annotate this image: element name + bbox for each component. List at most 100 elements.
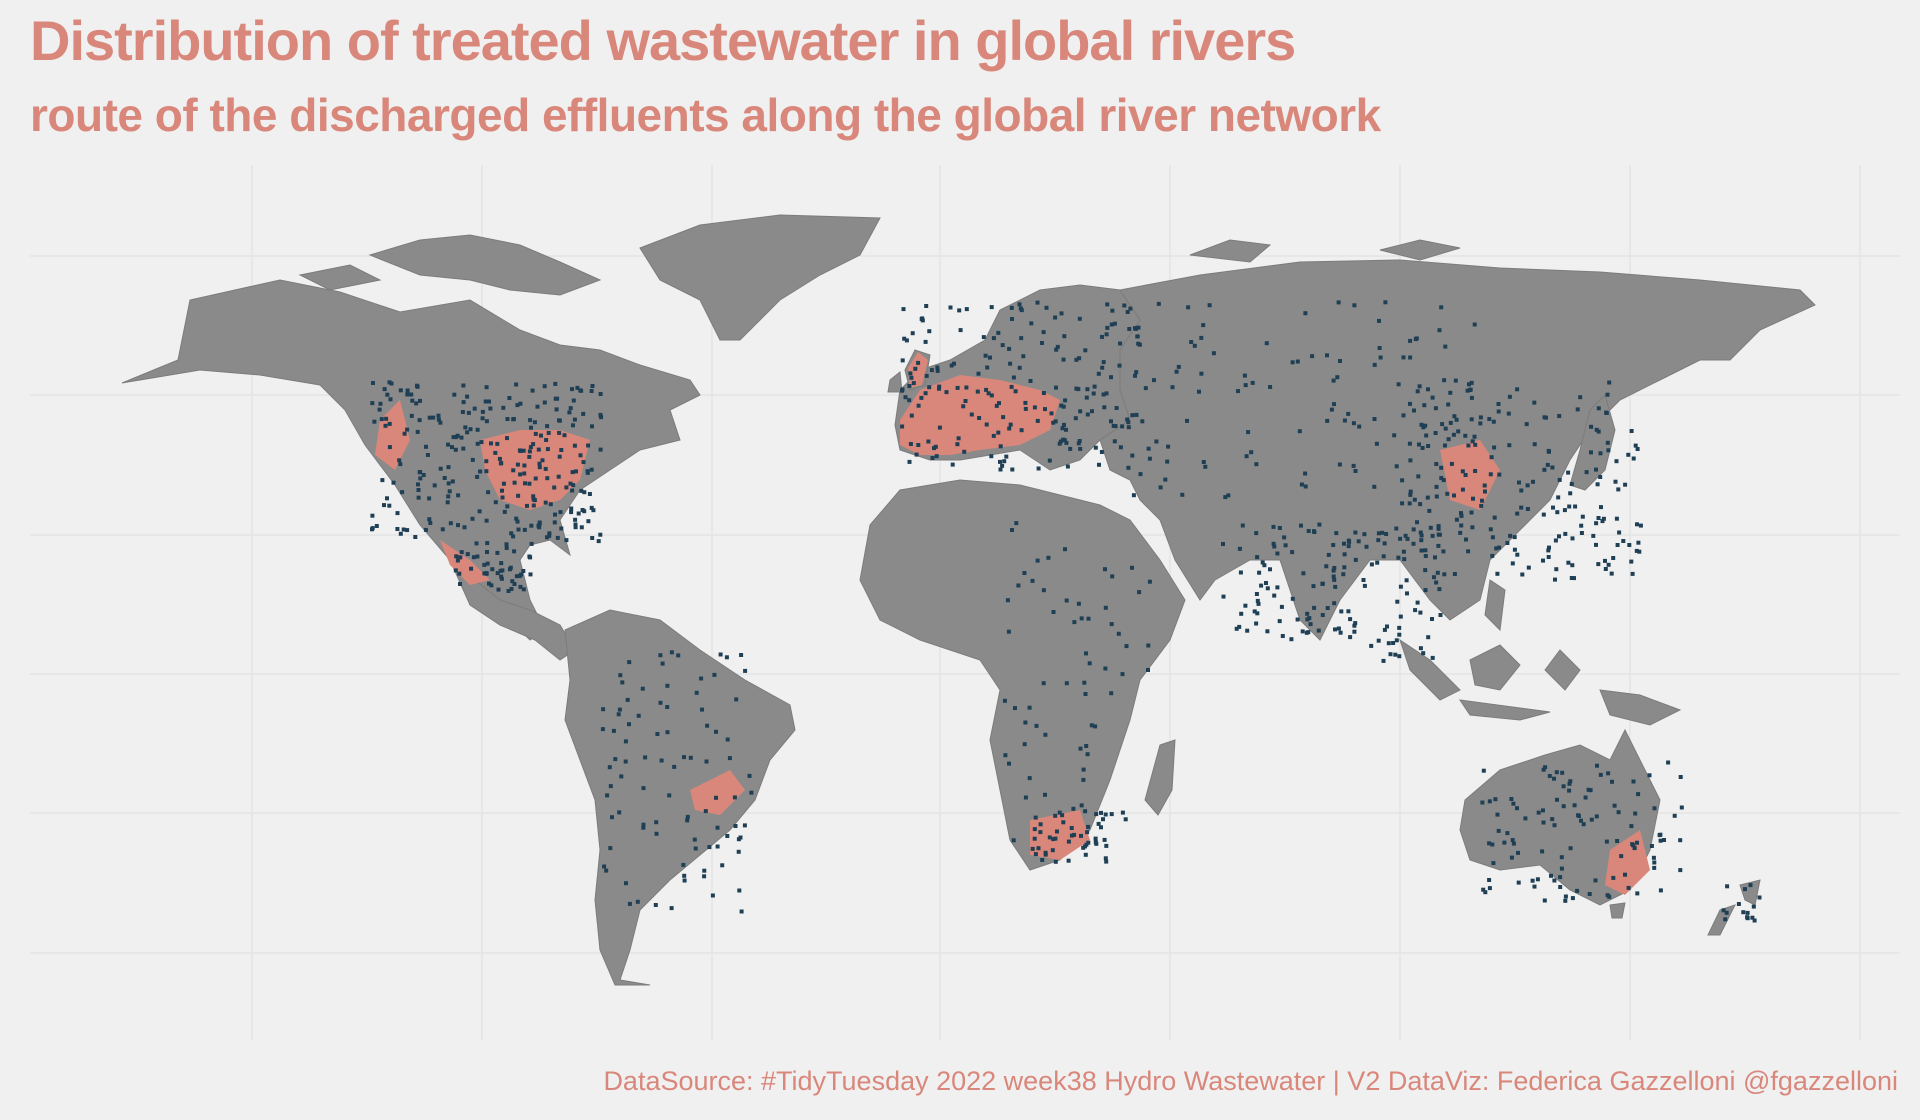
treatment-plant-marker [1332,601,1337,606]
treatment-plant-marker [1433,431,1438,435]
treatment-plant-marker [916,360,921,365]
treatment-plant-marker [699,676,704,681]
treatment-plant-marker [1043,407,1047,412]
treatment-plant-marker [519,572,523,577]
treatment-plant-marker [1237,624,1242,629]
treatment-plant-marker [1606,562,1611,567]
treatment-plant-marker [1469,510,1474,515]
treatment-plant-marker [1041,588,1046,593]
treatment-plant-marker [1262,563,1267,568]
treatment-plant-marker [1250,380,1255,385]
treatment-plant-marker [1425,495,1430,500]
treatment-plant-marker [1223,495,1228,500]
treatment-plant-marker [1135,334,1140,339]
treatment-plant-marker [537,461,542,466]
treatment-plant-marker [1112,321,1117,326]
treatment-plant-marker [512,480,517,485]
treatment-plant-marker [964,385,969,390]
treatment-plant-marker [555,396,560,401]
treatment-plant-marker [553,381,558,386]
treatment-plant-marker [1134,412,1139,417]
treatment-plant-marker [571,423,575,428]
treatment-plant-marker [919,395,924,400]
treatment-plant-marker [1576,814,1581,818]
treatment-plant-marker [1647,773,1652,778]
treatment-plant-marker [479,440,484,445]
treatment-plant-marker [1468,387,1473,392]
treatment-plant-marker [512,582,517,586]
treatment-plant-marker [599,415,604,420]
treatment-plant-marker [1376,638,1381,643]
treatment-plant-marker [522,527,527,532]
treatment-plant-marker [1594,521,1599,526]
treatment-plant-marker [1077,316,1082,321]
treatment-plant-marker [1490,553,1495,558]
treatment-plant-marker [1604,839,1609,844]
treatment-plant-marker [598,447,603,452]
treatment-plant-marker [667,793,672,798]
treatment-plant-marker [1017,365,1022,370]
treatment-plant-marker [1038,822,1043,827]
treatment-plant-marker [1303,484,1308,489]
treatment-plant-marker [1520,572,1525,577]
treatment-plant-marker [1517,480,1521,485]
treatment-plant-marker [1552,823,1557,828]
treatment-plant-marker [655,732,660,736]
treatment-plant-marker [1748,883,1753,888]
treatment-plant-marker [1606,448,1611,453]
treatment-plant-marker [981,335,986,340]
treatment-plant-marker [431,415,436,420]
treatment-plant-marker [1563,531,1568,536]
treatment-plant-marker [910,331,915,336]
treatment-plant-marker [1242,373,1247,378]
treatment-plant-marker [1109,375,1113,380]
treatment-plant-marker [1418,530,1423,535]
treatment-plant-marker [1060,813,1065,818]
treatment-plant-marker [1487,799,1492,804]
treatment-plant-marker [1084,395,1089,400]
treatment-plant-marker [1386,641,1391,646]
treatment-plant-marker [1301,571,1306,576]
treatment-plant-marker [1002,698,1007,703]
treatment-plant-marker [1598,451,1603,456]
treatment-plant-marker [1059,403,1064,408]
treatment-plant-marker [1541,558,1545,563]
treatment-plant-marker [1392,433,1397,438]
treatment-plant-marker [569,506,574,511]
treatment-plant-marker [1540,849,1545,854]
treatment-plant-marker [438,466,443,471]
treatment-plant-marker [1007,761,1011,766]
treatment-plant-marker [1435,570,1440,575]
treatment-plant-marker [1568,491,1573,496]
treatment-plant-marker [427,415,432,420]
treatment-plant-marker [1408,489,1413,494]
treatment-plant-marker [1594,814,1599,819]
treatment-plant-marker [907,459,912,464]
treatment-plant-marker [1113,424,1118,429]
treatment-plant-marker [1614,459,1619,464]
treatment-plant-marker [1103,812,1108,817]
treatment-plant-marker [1421,425,1426,430]
treatment-plant-marker [1335,375,1340,380]
treatment-plant-marker [545,476,550,481]
treatment-plant-marker [415,429,420,434]
treatment-plant-marker [693,846,698,851]
treatment-plant-marker [1398,614,1403,619]
treatment-plant-marker [1487,417,1492,421]
treatment-plant-marker [1299,523,1303,528]
treatment-plant-marker [387,421,392,426]
treatment-plant-marker [1295,359,1300,364]
treatment-plant-marker [1033,815,1038,820]
treatment-plant-marker [1419,533,1424,538]
treatment-plant-marker [1658,838,1663,843]
treatment-plant-marker [1096,371,1101,376]
treatment-plant-marker [1471,496,1475,501]
treatment-plant-marker [984,422,989,427]
treatment-plant-marker [636,713,641,718]
treatment-plant-marker [937,425,942,430]
treatment-plant-marker [398,531,403,536]
treatment-plant-marker [1519,488,1524,493]
treatment-plant-marker [1035,300,1040,305]
treatment-plant-marker [996,330,1001,335]
treatment-plant-marker [907,398,912,403]
